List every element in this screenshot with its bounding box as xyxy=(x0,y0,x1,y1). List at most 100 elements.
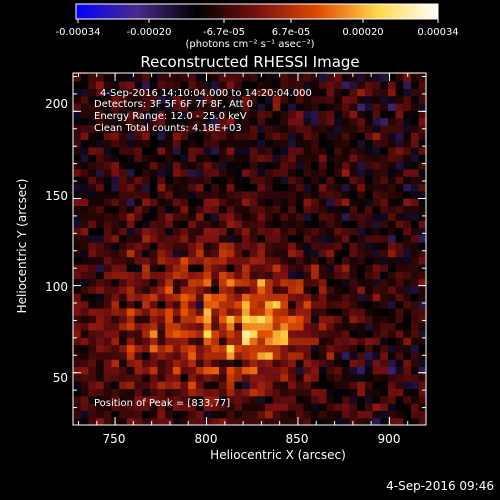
heatmap-cell xyxy=(103,190,112,199)
heatmap-cell xyxy=(372,373,381,382)
heatmap-cell xyxy=(157,161,166,170)
heatmap-cell xyxy=(134,271,143,280)
heatmap-cell xyxy=(226,388,235,397)
heatmap-cell xyxy=(311,403,320,411)
heatmap-cell xyxy=(96,307,105,316)
heatmap-cell xyxy=(265,220,274,228)
heatmap-cell xyxy=(341,242,351,250)
heatmap-cell xyxy=(203,307,212,316)
heatmap-cell xyxy=(96,146,105,155)
heatmap-cell xyxy=(234,110,243,119)
info-total-counts: Clean Total counts: 4.18E+03 xyxy=(94,123,242,134)
heatmap-cell xyxy=(103,73,112,82)
heatmap-cell xyxy=(134,190,143,199)
heatmap-cell xyxy=(103,73,112,75)
heatmap-cell xyxy=(165,110,174,119)
heatmap-cell xyxy=(257,359,266,367)
heatmap-cell xyxy=(242,417,251,425)
heatmap-cell xyxy=(88,88,97,97)
heatmap-cell xyxy=(80,139,89,148)
heatmap-cell xyxy=(411,139,420,148)
heatmap-cell xyxy=(364,220,374,228)
heatmap-cell xyxy=(203,322,212,331)
heatmap-cell xyxy=(288,410,297,419)
heatmap-cell xyxy=(211,110,220,119)
heatmap-cell xyxy=(418,81,426,89)
heatmap-cell xyxy=(403,95,412,104)
heatmap-cell xyxy=(119,329,128,338)
heatmap-cell xyxy=(172,220,182,228)
heatmap-cell xyxy=(380,271,389,280)
heatmap-cell xyxy=(226,234,235,243)
heatmap-cell xyxy=(96,249,105,258)
heatmap-cell xyxy=(318,227,328,236)
heatmap-cell xyxy=(226,366,235,375)
y-axis-label: Heliocentric Y (arcsec) xyxy=(15,178,29,314)
heatmap-cell xyxy=(411,285,420,294)
heatmap-cell xyxy=(88,344,97,353)
heatmap-cell xyxy=(295,161,305,170)
heatmap-cell xyxy=(111,110,120,119)
heatmap-cell xyxy=(380,403,389,411)
heatmap-cell xyxy=(119,285,128,294)
heatmap-cell xyxy=(334,381,343,389)
heatmap-cell xyxy=(257,139,266,148)
heatmap-cell xyxy=(265,249,274,258)
heatmap-cell xyxy=(157,110,166,119)
heatmap-cell xyxy=(188,271,197,280)
heatmap-cell xyxy=(341,73,351,82)
heatmap-cell xyxy=(180,168,189,177)
heatmap-cell xyxy=(311,110,320,119)
heatmap-cell xyxy=(111,132,120,141)
heatmap-cell xyxy=(188,168,197,177)
heatmap-cell xyxy=(357,198,366,206)
heatmap-cell xyxy=(234,146,243,155)
heatmap-cell xyxy=(219,344,228,353)
heatmap-cell xyxy=(188,198,197,206)
heatmap-cell xyxy=(280,168,289,177)
heatmap-cell xyxy=(311,242,320,250)
heatmap-cell xyxy=(341,417,351,425)
heatmap-cell xyxy=(226,227,235,236)
heatmap-cell xyxy=(88,81,97,89)
heatmap-cell xyxy=(165,256,174,265)
heatmap-cell xyxy=(280,403,289,411)
heatmap-cell xyxy=(88,293,97,302)
heatmap-cell xyxy=(364,300,374,309)
heatmap-cell xyxy=(288,212,297,221)
heatmap-cell xyxy=(203,242,212,250)
heatmap-cell xyxy=(326,403,335,411)
heatmap-cell xyxy=(265,366,274,375)
heatmap-cell xyxy=(249,176,258,185)
heatmap-cell xyxy=(403,205,412,214)
heatmap-cell xyxy=(311,73,320,75)
heatmap-cell xyxy=(88,227,97,236)
heatmap-cell xyxy=(395,359,404,367)
heatmap-cell xyxy=(242,139,251,148)
heatmap-cell xyxy=(234,322,243,331)
heatmap-cell xyxy=(349,110,358,119)
heatmap-cell xyxy=(326,176,335,185)
heatmap-cell xyxy=(80,307,89,316)
heatmap-cell xyxy=(357,139,366,148)
heatmap-cell xyxy=(142,110,151,119)
heatmap-cell xyxy=(364,161,374,170)
heatmap-cell xyxy=(234,124,243,133)
heatmap-cell xyxy=(418,329,426,338)
heatmap-cell xyxy=(341,132,351,141)
heatmap-cell xyxy=(326,278,335,287)
heatmap-cell xyxy=(341,212,351,221)
heatmap-cell xyxy=(211,249,220,258)
heatmap-cell xyxy=(165,103,174,111)
heatmap-cell xyxy=(180,264,189,272)
heatmap-cell xyxy=(341,110,351,119)
heatmap-cell xyxy=(318,161,328,170)
heatmap-cell xyxy=(242,168,251,177)
heatmap-cell xyxy=(349,227,358,236)
heatmap-cell xyxy=(234,285,243,294)
heatmap-cell xyxy=(364,110,374,119)
heatmap-cell xyxy=(280,161,289,170)
heatmap-cell xyxy=(357,190,366,199)
heatmap-cell xyxy=(388,388,397,397)
heatmap-cell xyxy=(311,161,320,170)
